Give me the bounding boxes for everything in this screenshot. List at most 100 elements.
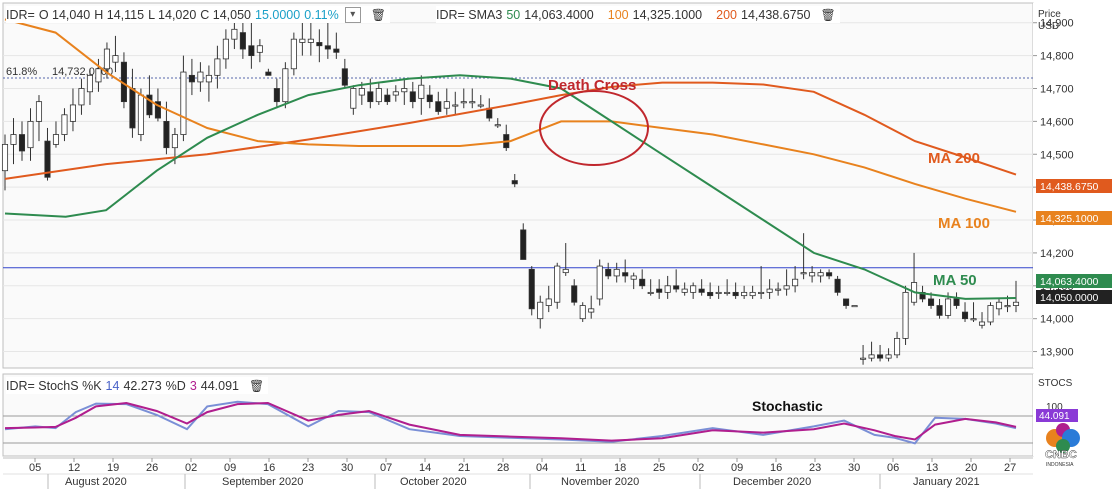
candle: [316, 29, 323, 63]
candle: [27, 108, 34, 161]
candle-body: [758, 291, 765, 294]
candle: [843, 298, 850, 309]
candle: [18, 121, 26, 161]
candle: [664, 275, 671, 299]
sma1-period: 50: [506, 7, 521, 22]
candle-body: [783, 285, 790, 290]
candle-body: [664, 285, 671, 293]
price-tick-label: 14,700: [1040, 83, 1074, 95]
high-value: H 14,115: [94, 7, 145, 22]
candle: [970, 302, 977, 322]
candle-body: [61, 114, 68, 135]
date-tick-label: 12: [68, 462, 80, 474]
stoch-d-line: [4, 401, 1017, 442]
stochastic-label: Stochastic: [752, 398, 823, 414]
candle: [613, 262, 620, 283]
ma50-label: MA 50: [933, 272, 977, 289]
date-tick-label: 16: [770, 462, 782, 474]
candle-body: [103, 48, 110, 70]
candle: [766, 279, 773, 299]
change-pct: 0.11%: [304, 7, 339, 22]
date-tick-label: 19: [107, 462, 119, 474]
death-cross-circle: [539, 90, 649, 166]
date-tick-label: 25: [653, 462, 665, 474]
candle-body: [995, 301, 1003, 310]
month-label: November 2020: [561, 476, 639, 488]
badge-ma200: 14,438.6750: [1036, 179, 1112, 193]
stoch-k-value: 42.273: [123, 378, 162, 393]
candle: [596, 259, 603, 306]
candle: [146, 75, 153, 119]
candle-body: [520, 229, 527, 260]
candle-body: [154, 101, 161, 119]
candle: [197, 62, 204, 92]
candle-body: [843, 298, 850, 306]
candle: [868, 341, 875, 362]
stoch-k-period: 14: [105, 378, 120, 393]
candle: [477, 95, 484, 109]
candle-body: [987, 305, 994, 323]
candle: [741, 285, 748, 299]
month-label: August 2020: [65, 476, 127, 488]
date-tick-label: 21: [458, 462, 470, 474]
candle: [936, 298, 943, 319]
sma-header: IDR= SMA3 50 14,063.4000 100 14,325.1000…: [436, 6, 840, 23]
candle-body: [418, 84, 425, 99]
price-grid: [3, 22, 1033, 353]
candle: [537, 295, 544, 329]
trash-icon[interactable]: 🗑: [820, 7, 836, 22]
date-tick-label: 18: [614, 462, 626, 474]
candle-body: [112, 55, 119, 63]
candle: [61, 108, 68, 142]
candle: [460, 88, 467, 109]
candle: [443, 88, 450, 115]
candle: [690, 282, 697, 299]
stoch-label: IDR= StochS %K: [6, 378, 102, 393]
candle-body: [741, 291, 748, 297]
candle-body: [86, 74, 93, 93]
candle: [953, 292, 960, 309]
candle: [222, 29, 229, 69]
ma100-label: MA 100: [938, 215, 990, 232]
chevron-down-icon[interactable]: ▾: [344, 6, 361, 23]
candle: [877, 344, 884, 362]
logo-text: CNBC: [1045, 449, 1077, 461]
candle: [605, 262, 612, 280]
candle-body: [52, 134, 60, 145]
candle-body: [877, 354, 884, 359]
candle-body: [809, 272, 816, 277]
candle: [401, 78, 408, 105]
candle-body: [511, 180, 518, 185]
candle: [214, 45, 221, 89]
candle: [961, 302, 969, 322]
candle: [792, 266, 799, 293]
candle-body: [231, 28, 238, 40]
candle: [588, 295, 595, 319]
date-tick-label: 16: [263, 462, 275, 474]
ohlc-header: IDR= O 14,040 H 14,115 L 14,020 C 14,050…: [6, 6, 390, 23]
candlesticks: [1, 6, 1020, 365]
candle-body: [928, 298, 935, 306]
candle: [673, 269, 680, 293]
price-tick-label: 14,500: [1040, 149, 1074, 161]
candle: [112, 35, 119, 73]
candle: [282, 62, 289, 109]
candle-body: [44, 140, 51, 178]
date-tick-label: 09: [731, 462, 743, 474]
date-tick-label: 06: [887, 462, 899, 474]
trash-icon[interactable]: 🗑: [249, 378, 265, 393]
candle-body: [775, 288, 782, 291]
candle-body: [171, 134, 178, 149]
candle-body: [188, 74, 195, 83]
trash-icon[interactable]: 🗑: [370, 7, 386, 22]
candle: [545, 285, 552, 313]
low-value: L 14,020: [148, 7, 197, 22]
candle: [698, 279, 705, 296]
change-value: 15.0000: [255, 7, 301, 22]
candle: [273, 78, 280, 109]
candle-body: [919, 291, 926, 300]
candle: [826, 269, 833, 280]
candle: [409, 81, 416, 109]
candle: [324, 22, 331, 59]
candle: [333, 32, 340, 59]
